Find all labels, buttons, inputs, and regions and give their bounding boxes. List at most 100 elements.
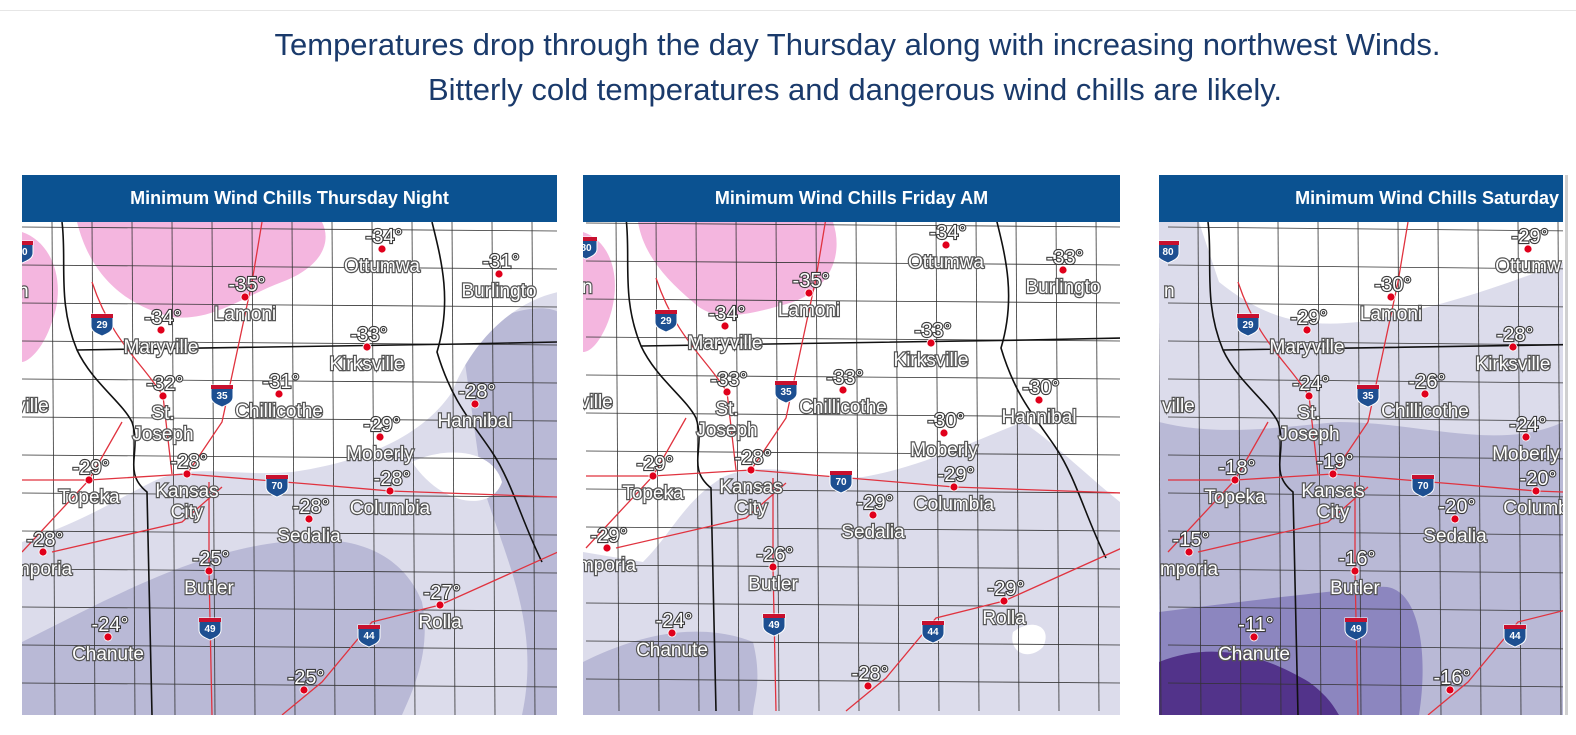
city-dot bbox=[720, 321, 730, 331]
interstate-number: 35 bbox=[780, 387, 792, 398]
wind-chill-value: -20° bbox=[1520, 468, 1557, 490]
interstate-number: 49 bbox=[204, 624, 216, 635]
county-line bbox=[1197, 222, 1202, 715]
city-dot bbox=[299, 685, 309, 695]
wind-chill-zone bbox=[1159, 651, 1339, 715]
city-dot bbox=[204, 566, 214, 576]
city-marker: -29° Topeka bbox=[57, 456, 121, 509]
city-dot bbox=[1523, 244, 1533, 254]
wind-chill-zone bbox=[583, 631, 758, 715]
county-line bbox=[585, 260, 1120, 266]
interstate-shield-80: 80 bbox=[22, 240, 34, 264]
county-line bbox=[1095, 222, 1100, 712]
interstate-number: 35 bbox=[1362, 391, 1374, 402]
partial-city-label: n bbox=[22, 281, 29, 302]
partial-city-label: n bbox=[1164, 281, 1175, 302]
city-dot bbox=[1034, 395, 1044, 405]
wind-chill-value: -28° bbox=[735, 447, 772, 469]
city-name: Butler bbox=[184, 578, 234, 599]
county-line bbox=[585, 298, 1120, 304]
interstate-shield-49: 49 bbox=[762, 613, 786, 637]
highway bbox=[1168, 473, 1563, 493]
county-line bbox=[22, 454, 557, 460]
county-line bbox=[815, 222, 820, 712]
city-name: Hannibal bbox=[1002, 407, 1077, 428]
city-dot bbox=[1420, 389, 1430, 399]
shield-shape bbox=[583, 236, 598, 260]
county-line bbox=[1437, 222, 1442, 715]
interstate-number: 35 bbox=[216, 391, 228, 402]
county-line bbox=[585, 602, 1120, 608]
map-panel-thursday-night: Minimum Wind Chills Thursday Night 80 29 3… bbox=[22, 175, 557, 715]
county-line bbox=[1167, 416, 1563, 422]
city-name: Kansas bbox=[1301, 481, 1364, 502]
wind-chill-value: -35° bbox=[793, 270, 830, 292]
city-marker: -31° Burlingto bbox=[460, 250, 537, 303]
wind-chill-value: -29° bbox=[637, 453, 674, 475]
city-dot bbox=[602, 543, 612, 553]
city-name: mporia bbox=[583, 555, 636, 576]
interstate-shield-35: 35 bbox=[210, 384, 234, 408]
county-line bbox=[22, 606, 557, 612]
interstate-shield-35: 35 bbox=[774, 380, 798, 404]
wind-chill-value: -29° bbox=[1512, 226, 1549, 248]
city-marker: -31° Chillicothe bbox=[234, 370, 324, 423]
shield-top bbox=[830, 471, 852, 475]
county-line bbox=[1557, 222, 1562, 715]
wind-chill-value: -34° bbox=[709, 303, 746, 325]
city-marker: -35° Lamoni bbox=[213, 273, 278, 326]
county-line bbox=[585, 678, 1120, 684]
city-name: Moberly bbox=[1492, 444, 1560, 465]
city-dot bbox=[158, 391, 168, 401]
county-line bbox=[1237, 222, 1242, 715]
state-border bbox=[996, 222, 1107, 559]
shield-top bbox=[763, 614, 785, 618]
highway bbox=[750, 222, 826, 471]
interstate-shield-80: 80 bbox=[583, 236, 598, 260]
wind-chill-value: -29° bbox=[73, 457, 110, 479]
city-marker: -26° Chillicothe bbox=[1380, 370, 1470, 423]
wind-chill-value: -24° bbox=[1510, 414, 1547, 436]
wind-chill-value: -18° bbox=[1219, 457, 1256, 479]
city-name: Joseph bbox=[1278, 424, 1339, 445]
county-line bbox=[1167, 454, 1563, 460]
wind-chill-value: -29° bbox=[938, 464, 975, 486]
interstate-number: 44 bbox=[363, 631, 375, 642]
county-line bbox=[585, 374, 1120, 380]
city-dot bbox=[1386, 292, 1396, 302]
partial-city-label: ville bbox=[22, 396, 49, 417]
city-name: Topeka bbox=[58, 487, 120, 508]
wind-chill-value: -31° bbox=[263, 371, 300, 393]
wind-chill-value: -25° bbox=[288, 667, 325, 689]
scrollbar[interactable] bbox=[1565, 175, 1568, 715]
wind-chill-zone bbox=[1199, 222, 1563, 324]
county-line bbox=[22, 302, 557, 308]
city-name: Chanute bbox=[636, 640, 708, 661]
city-name: City bbox=[1317, 502, 1350, 523]
city-dot bbox=[494, 269, 504, 279]
city-name: Moberly bbox=[910, 440, 978, 461]
county-line bbox=[585, 640, 1120, 646]
city-marker: -33° St.Joseph bbox=[695, 368, 759, 442]
city-marker: -35° Lamoni bbox=[777, 269, 842, 322]
interstate-number: 80 bbox=[583, 243, 592, 254]
wind-chill-value: -28° bbox=[171, 451, 208, 473]
city-marker: -34° Maryville bbox=[122, 306, 199, 359]
interstate-number: 29 bbox=[96, 320, 108, 331]
city-marker: -29° Maryville bbox=[1268, 306, 1345, 359]
city-dot bbox=[377, 244, 387, 254]
city-marker: -20° Columb bbox=[1502, 467, 1563, 520]
map-features: 80 29 35 70 49 44 n ville -34° Ottumwa -33° Burling… bbox=[583, 222, 1120, 712]
shield-top bbox=[775, 381, 797, 385]
wind-chill-value: -28° bbox=[852, 663, 889, 685]
city-marker: -24° St.Joseph bbox=[1277, 372, 1341, 446]
wind-chill-value: -33° bbox=[827, 367, 864, 389]
city-marker: -30° Lamoni bbox=[1359, 273, 1424, 326]
county-line bbox=[22, 378, 557, 384]
wind-chill-value: -19° bbox=[1317, 451, 1354, 473]
interstate-number: 70 bbox=[835, 477, 847, 488]
wind-chill-map: 80 29 35 70 49 44 n ville -29° Ottumw -30° Lamoni -2… bbox=[1159, 222, 1563, 715]
county-line bbox=[291, 222, 296, 715]
city-dot bbox=[38, 547, 48, 557]
